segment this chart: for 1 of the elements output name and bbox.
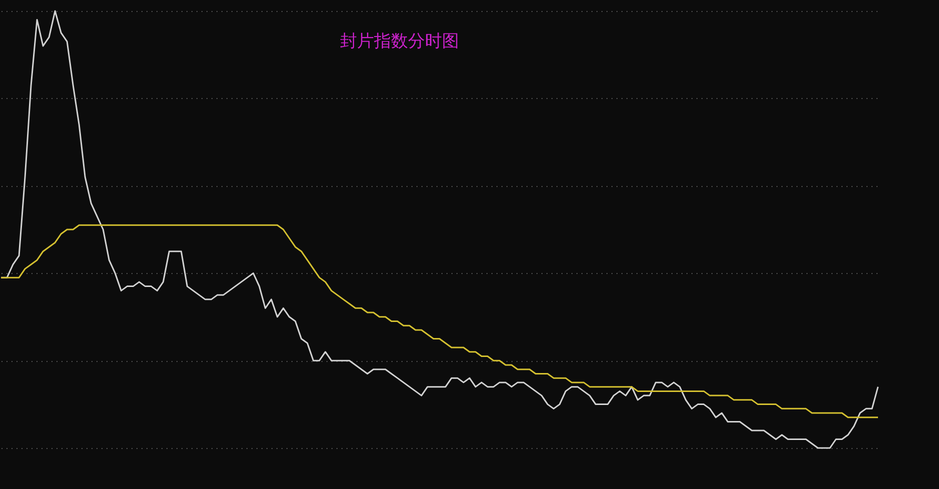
text: 封片指数分时图 [340,31,459,52]
